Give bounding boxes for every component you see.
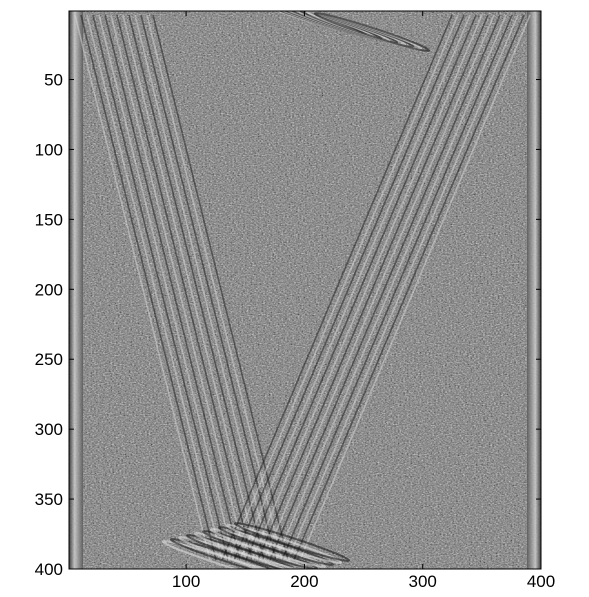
fringe-streak [140, 14, 277, 561]
y-tick-label: 350 [35, 490, 63, 509]
fringe-streak [221, 14, 453, 561]
y-tick-label: 50 [44, 71, 63, 90]
y-tick-label: 250 [35, 350, 63, 369]
plot-frame [68, 10, 542, 570]
x-tick-label: 300 [409, 572, 437, 591]
fringe-streak [128, 14, 265, 561]
x-axis: 100 200 300 400 [172, 11, 555, 591]
fringe-streak [86, 14, 223, 561]
x-tick-label: 400 [527, 572, 555, 591]
fringe-band-bottom [233, 522, 351, 562]
y-tick-label: 150 [35, 210, 63, 229]
fringe-streak [74, 14, 211, 561]
fringe-streak [275, 14, 507, 561]
fringe-streak [257, 14, 489, 561]
x-tick-label: 100 [172, 572, 200, 591]
fringe-streak [239, 14, 471, 561]
fringe-streak [269, 14, 501, 561]
fringe-streak [134, 14, 271, 561]
fringe-streak [227, 14, 459, 561]
fringe-streak [245, 14, 477, 561]
y-tick-label: 300 [35, 420, 63, 439]
fringe-streak [122, 14, 259, 561]
fringe-streak [92, 14, 229, 561]
fringe-streak [281, 14, 513, 561]
x-tick-label: 200 [290, 572, 318, 591]
fringe-streak [116, 14, 253, 561]
fringe-streak [104, 14, 241, 561]
fringe-streak [299, 14, 531, 561]
fringe-streak [251, 14, 483, 561]
fringe-streak [98, 14, 235, 561]
y-tick-label: 400 [35, 560, 63, 579]
fringe-streak [293, 14, 525, 561]
y-tick-label: 200 [35, 280, 63, 299]
fringe-band-bottom [225, 524, 343, 564]
y-axis: 50 100 150 200 250 300 350 400 [35, 71, 541, 579]
fringe-streak [233, 14, 465, 561]
fringe-streak [287, 14, 519, 561]
heatmap-image [69, 11, 541, 569]
fringe-pattern [74, 11, 531, 569]
y-tick-label: 100 [35, 140, 63, 159]
fringe-streak [80, 14, 217, 561]
fringe-band-top [313, 12, 431, 52]
fringe-streak [263, 14, 495, 561]
fringe-streak [110, 14, 247, 561]
